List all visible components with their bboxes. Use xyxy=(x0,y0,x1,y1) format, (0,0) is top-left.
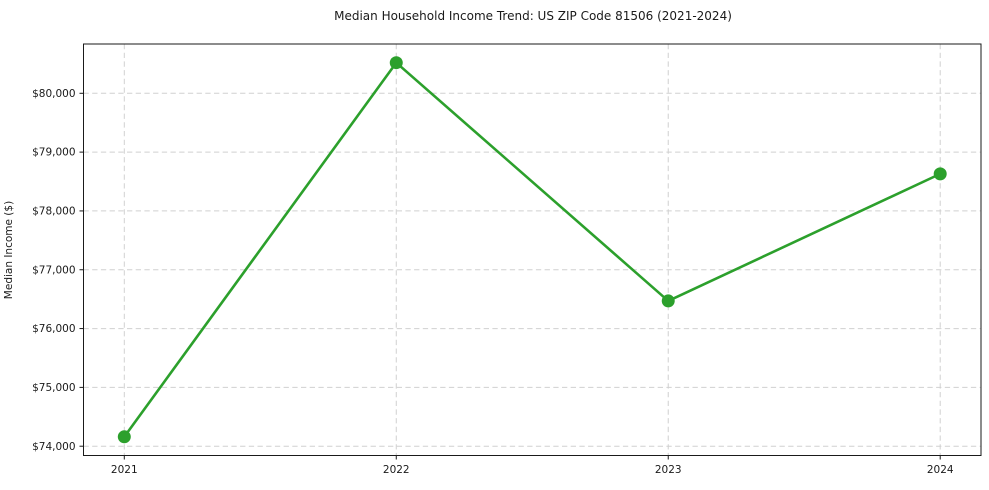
y-tick-label: $78,000 xyxy=(32,206,75,218)
data-point-2023 xyxy=(661,294,675,308)
line-series xyxy=(122,61,942,439)
x-tick-label: 2023 xyxy=(655,464,682,476)
y-tick-label: $74,000 xyxy=(32,441,75,453)
y-tick-label: $76,000 xyxy=(32,323,75,335)
y-tick-label: $79,000 xyxy=(32,147,75,159)
data-point-2021 xyxy=(117,430,131,444)
y-tick-label: $75,000 xyxy=(32,382,75,394)
plot-border xyxy=(83,43,982,456)
chart-title: Median Household Income Trend: US ZIP Co… xyxy=(334,9,732,23)
data-point-2022 xyxy=(389,56,403,70)
y-tick-label: $80,000 xyxy=(32,88,75,100)
y-tick-label: $77,000 xyxy=(32,264,75,276)
x-tick-label: 2021 xyxy=(111,464,138,476)
x-tick-label: 2022 xyxy=(383,464,410,476)
data-point-2024 xyxy=(933,167,947,181)
x-tick-label: 2024 xyxy=(927,464,954,476)
